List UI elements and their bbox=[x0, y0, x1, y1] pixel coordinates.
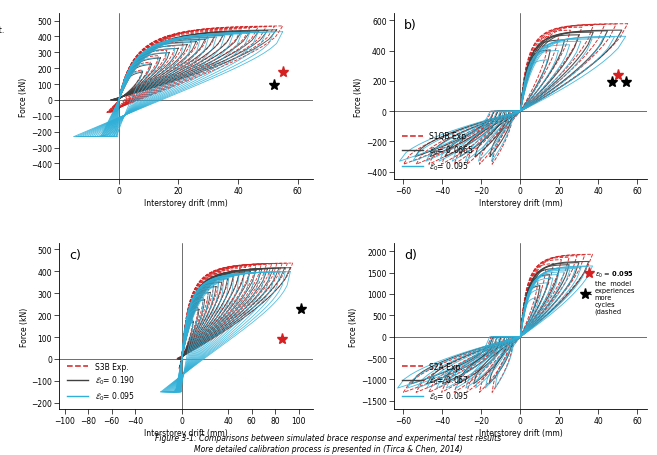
Text: d): d) bbox=[404, 248, 417, 261]
Legend: S2A Exp., $\mathcal{E}_{0}$= 0.067, $\mathcal{E}_{0}$= 0.095: S2A Exp., $\mathcal{E}_{0}$= 0.067, $\ma… bbox=[400, 360, 470, 404]
X-axis label: Interstorey drift (mm): Interstorey drift (mm) bbox=[478, 199, 562, 207]
X-axis label: Interstorey drift (mm): Interstorey drift (mm) bbox=[478, 428, 562, 437]
Legend: S3B Exp., $\mathcal{E}_{0}$= 0.190, $\mathcal{E}_{0}$= 0.095: S3B Exp., $\mathcal{E}_{0}$= 0.190, $\ma… bbox=[66, 360, 136, 404]
Y-axis label: Force (kN): Force (kN) bbox=[350, 307, 358, 346]
Legend: S1QB Exp., $\mathcal{E}_{0}$= 0.0665, $\mathcal{E}_{0}$= 0.095: S1QB Exp., $\mathcal{E}_{0}$= 0.0665, $\… bbox=[400, 131, 476, 175]
Text: b): b) bbox=[404, 19, 417, 31]
Y-axis label: Force (kN): Force (kN) bbox=[354, 77, 363, 116]
Text: $\varepsilon_0$ = $\mathbf{0.095}$
the  model
experiences
more
cycles
(dashed: $\varepsilon_0$ = $\mathbf{0.095}$ the m… bbox=[589, 269, 635, 314]
Text: Figure 3-1: Comparisons between simulated brace response and experimental test r: Figure 3-1: Comparisons between simulate… bbox=[156, 433, 501, 453]
X-axis label: Interstorey drift (mm): Interstorey drift (mm) bbox=[144, 428, 228, 437]
Legend: Failure
physical test., Failure
OpenSees, S1B Exp., $\mathcal{E}_{0}$= 0.131, $\: Failure physical test., Failure OpenSees… bbox=[0, 14, 6, 106]
X-axis label: Interstorey drift (mm): Interstorey drift (mm) bbox=[144, 199, 228, 207]
Y-axis label: Force (kN): Force (kN) bbox=[20, 307, 28, 346]
Y-axis label: Force (kN): Force (kN) bbox=[20, 77, 28, 116]
Text: c): c) bbox=[69, 248, 81, 261]
